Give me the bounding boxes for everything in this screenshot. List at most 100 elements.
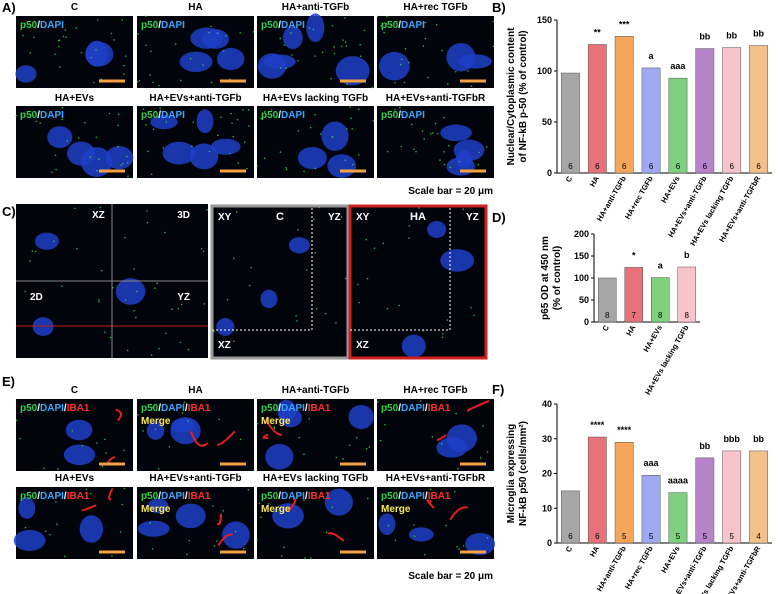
image-title: HA+EVs [55,473,95,484]
stain-part: / [398,403,401,414]
p50-dot [54,53,56,56]
p50-dot [410,123,413,126]
p50-dot [385,22,388,25]
nucleus [260,289,278,309]
image-title: HA+EVs+anti-TGFb [149,473,241,484]
p50-dot [104,438,106,441]
p50-dot [51,171,53,174]
nucleus [321,121,349,151]
p50-dot [387,524,390,527]
nucleus [272,503,304,529]
p50-dot [256,422,259,425]
stain-part: IBA1 [428,403,451,414]
p50-dot [247,488,250,491]
p50-dot [121,19,124,21]
p50-dot [313,218,315,221]
stain-part: / [37,20,40,31]
p50-dot [256,165,258,167]
p50-dot [346,128,348,130]
merge-label: Merge [261,504,291,515]
p50-dot [208,31,210,34]
nucleus [440,249,475,272]
stain-part: / [278,491,281,502]
p50-dot [357,108,360,110]
p50-dot [57,45,60,48]
p50-dot [208,150,211,153]
scale-bar-label: Scale bar = 20 μm [408,571,493,582]
p50-dot [344,41,347,43]
p50-dot [399,106,401,109]
significance-label: aaa [644,458,660,468]
p50-dot [246,167,248,170]
p50-dot [248,125,250,127]
p50-dot [315,307,318,310]
p50-dot [98,299,100,301]
p50-dot [217,134,219,137]
p50-dot [394,81,396,84]
p50-dot [422,45,425,47]
scale-bar-label: Scale bar = 20 μm [408,186,493,197]
p50-dot [146,210,148,212]
stain-part: / [64,403,67,414]
microglia [436,434,447,441]
n-label: 8 [685,311,690,320]
p50-dot [150,173,153,176]
p50-dot [138,80,141,82]
p50-dot [123,73,125,75]
nucleus [288,237,310,254]
stain-part: p50 [20,20,38,31]
p50-dot [213,545,216,547]
p50-dot [258,502,261,505]
stain-part: / [37,491,40,502]
nucleus [170,417,201,445]
p50-dot [297,229,299,231]
p50-dot [314,251,317,254]
x-tick-label: C [600,323,611,333]
stain-part: p50 [141,20,159,31]
y-axis-label: NF-kB p50 (cells/mm²) [518,421,529,526]
significance-label: **** [617,425,632,435]
bar [695,457,715,544]
merge-label: Merge [141,504,171,515]
microglia [115,408,122,422]
p50-dot [171,308,173,310]
p50-dot [304,557,306,559]
microglia [449,506,469,521]
microglia [108,487,114,501]
stain-part: DAPI [161,403,185,414]
nucleus [115,278,146,305]
p50-dot [186,553,188,556]
bar [587,44,607,174]
significance-label: ** [594,27,602,37]
p50-dot [478,151,481,154]
p50-dot [202,64,204,66]
p50-dot [456,545,458,548]
y-axis-label: Nuclear/Cytoplasmic content [506,27,517,165]
n-label: 5 [703,532,708,541]
stain-label: p50/DAPI/IBA1 [381,491,451,502]
p50-dot [376,15,379,18]
n-label: 7 [632,311,637,320]
significance-label: b [684,250,690,260]
p50-dot [325,531,328,534]
p50-dot [54,154,57,156]
stain-part: / [425,403,428,414]
image-title: HA+rec TGFb [403,2,467,13]
p50-dot [225,35,227,37]
stain-part: / [398,491,401,502]
n-label: 8 [605,311,610,320]
nucleus [297,146,327,170]
p50-dot [235,211,238,213]
p50-dot [80,51,83,54]
nucleus [32,317,54,337]
bar [722,47,742,174]
p50-dot [445,524,447,527]
image-frame [210,204,350,360]
p50-dot [382,242,385,245]
p50-dot [152,128,155,131]
p50-dot [408,61,410,64]
nucleus [427,221,447,238]
p50-dot [146,493,148,495]
p50-dot [152,81,154,84]
p50-dot [186,292,188,295]
